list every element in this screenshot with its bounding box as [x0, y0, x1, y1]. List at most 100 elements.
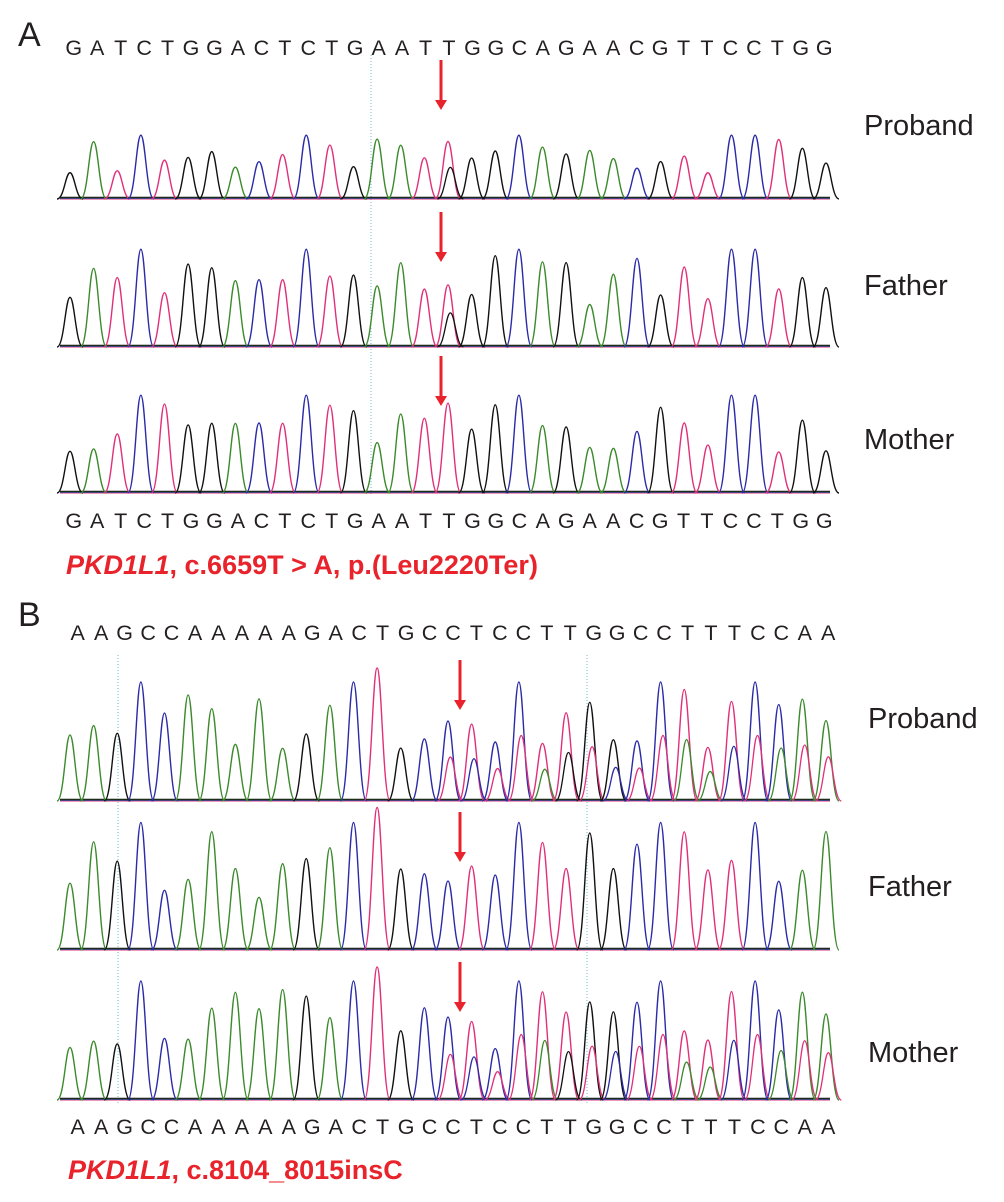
trace-peak [741, 248, 769, 348]
mutation-arrow-head [435, 100, 447, 110]
trace-peak [103, 860, 131, 951]
sequence-base: G [585, 621, 603, 645]
sequence-base: T [676, 36, 691, 60]
trace-peak [599, 867, 628, 951]
sequence-base: C [656, 621, 672, 645]
trace-peak [765, 451, 793, 494]
trace-secondary-peak [554, 751, 583, 802]
trace-peak [316, 847, 344, 951]
trace-peak [670, 266, 698, 348]
trace-peak [812, 162, 840, 200]
sequence-base: C [750, 621, 766, 645]
trace-peak [717, 248, 746, 348]
trace-peak [599, 273, 628, 348]
trace-secondary-peak [531, 768, 559, 802]
trace-secondary-peak [578, 746, 606, 802]
trace-secondary-peak [436, 756, 464, 802]
sequence-base: C [656, 1115, 672, 1139]
trace-peak [670, 688, 698, 802]
trace-peak [457, 865, 486, 951]
trace-peak [174, 878, 202, 951]
trace-peak [292, 733, 320, 802]
trace-peak [363, 441, 391, 494]
trace-secondary-peak [696, 770, 724, 802]
trace-peak [528, 146, 557, 200]
sequence-base: G [487, 509, 505, 533]
trace-peak [245, 896, 273, 951]
trace-peak [576, 832, 604, 951]
trace-peak [387, 262, 415, 348]
trace-secondary-peak [436, 1053, 464, 1101]
trace-peak [198, 422, 226, 494]
panel-a-variant-text: , c.6659T > A, p.(Leu2220Ter) [169, 550, 538, 580]
trace-secondary-peak [720, 745, 748, 802]
sequence-base: G [346, 509, 364, 533]
sequence-base: T [376, 621, 390, 645]
sequence-base: C [515, 621, 532, 645]
trace-secondary-peak [791, 1040, 819, 1101]
trace-peak [103, 433, 131, 494]
trace-secondary-peak [649, 734, 677, 802]
sequence-base: C [253, 509, 270, 533]
trace-peak [198, 1007, 226, 1101]
trace-peak [694, 869, 722, 951]
panel-a-letter: A [18, 16, 41, 54]
trace-peak [127, 394, 155, 494]
trace-secondary-peak [484, 1071, 511, 1101]
trace-peak [457, 428, 486, 494]
trace-peak [812, 287, 840, 348]
sequence-base: T [114, 509, 128, 533]
sequence-base: A [234, 621, 250, 645]
sequence-base: C [351, 1115, 367, 1139]
trace-peak [623, 740, 651, 802]
trace-peak [79, 267, 108, 348]
sequence-base: A [582, 36, 597, 60]
sequence-base: A [230, 509, 246, 533]
trace-secondary-peak [649, 1033, 677, 1101]
trace-peak [576, 701, 604, 802]
trace-peak [599, 157, 627, 200]
trace-peak [765, 703, 793, 802]
trace-secondary-peak [720, 1039, 748, 1101]
trace-peak [505, 821, 533, 951]
trace-peak [717, 990, 746, 1101]
sequence-base: G [206, 509, 223, 533]
trace-peak [387, 868, 415, 951]
sequence-base: C [445, 621, 461, 645]
sequence-base: T [676, 509, 691, 533]
panel-a-label-father: Father [864, 270, 948, 302]
trace-peak [717, 394, 746, 494]
sequence-base: T [680, 1115, 695, 1139]
trace-peak [552, 261, 580, 348]
trace-peak [741, 980, 769, 1101]
trace-peak [741, 821, 769, 951]
sequence-base: C [511, 36, 528, 60]
panel-a-label-proband: Proband [864, 110, 974, 142]
sequence-base: T [700, 36, 714, 60]
sequence-base: T [160, 36, 175, 60]
trace-peak [268, 863, 297, 951]
trace-peak [222, 166, 249, 200]
trace-peak [292, 995, 320, 1101]
trace-peak [387, 413, 415, 494]
trace-peak [56, 1046, 84, 1101]
panel-a-variant-gene: PKD1L1 [66, 550, 170, 580]
sequence-base: T [727, 621, 741, 645]
trace-peak [339, 681, 368, 802]
trace-peak [127, 248, 155, 348]
sequence-base: G [116, 621, 133, 645]
trace-peak [812, 719, 840, 802]
sequence-base: T [563, 621, 577, 645]
trace-peak [363, 667, 391, 802]
trace-peak [363, 966, 391, 1101]
trace-peak [788, 276, 817, 348]
sequence-base: C [136, 36, 152, 60]
trace-peak [741, 394, 769, 494]
sequence-base: A [605, 509, 621, 533]
sequence-base: A [821, 621, 836, 645]
trace-peak [505, 394, 533, 494]
sequence-base: T [278, 509, 292, 533]
panel-a-variant-label: PKD1L1, c.6659T > A, p.(Leu2220Ter) [66, 550, 538, 581]
